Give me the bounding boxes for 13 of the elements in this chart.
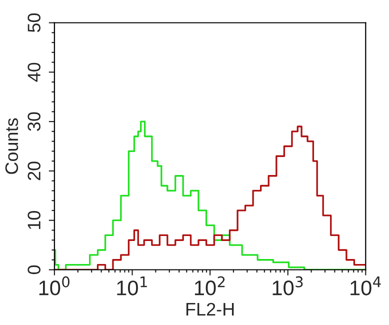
y-axis-title: Counts: [5, 118, 18, 174]
y-tick-label: 30: [28, 112, 40, 131]
x-tick-label: 10$^{2}$: [194, 276, 225, 296]
y-tick-label: 20: [28, 162, 40, 180]
x-tick-label: 10$^{0}$: [39, 276, 70, 296]
y-tick-label: 0: [28, 265, 40, 274]
y-tick-label: 50: [28, 13, 40, 32]
x-tick-label: 10$^{3}$: [272, 276, 303, 296]
y-tick-label: 10: [28, 211, 40, 230]
x-axis-title: FL2-H: [186, 302, 234, 316]
x-tick-label: 10$^{1}$: [117, 276, 147, 296]
x-tick-label: 10$^{4}$: [350, 276, 381, 296]
y-tick-label: 40: [28, 62, 40, 82]
